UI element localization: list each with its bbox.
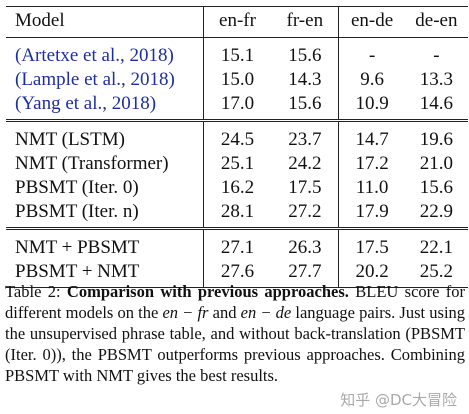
table-row: (Yang et al., 2018) 17.0 15.6 10.9 14.6: [6, 92, 468, 121]
model-name[interactable]: (Artetxe et al., 2018): [15, 45, 174, 66]
header-en-de: en-de: [338, 6, 405, 38]
score-cell: 25.1: [202, 152, 272, 176]
score-cell: 24.5: [202, 119, 272, 152]
model-name: PBSMT + NMT: [6, 260, 204, 288]
caption-label: Table 2:: [5, 282, 61, 301]
best-score-cell: 25.2: [404, 260, 468, 288]
model-name: NMT (LSTM): [6, 119, 204, 152]
score-cell: 27.2: [288, 201, 322, 222]
table-row: PBSMT + NMT 27.6 27.7 20.2 25.2: [6, 260, 468, 288]
score-cell: 24.2: [288, 153, 322, 174]
table-row: PBSMT (Iter. 0) 16.2 17.5 11.0 15.6: [6, 176, 468, 200]
table-header-row: Model en-fr fr-en en-de de-en: [6, 6, 468, 38]
header-en-fr: en-fr: [202, 6, 272, 38]
score-cell: 15.6: [419, 177, 453, 198]
table-row: NMT + PBSMT 27.1 26.3 17.5 22.1: [6, 227, 468, 260]
score-cell: 9.6: [338, 68, 405, 92]
header-fr-en: fr-en: [271, 6, 339, 38]
caption-lead: Comparison with previous approaches.: [66, 282, 349, 301]
score-cell: 15.0: [202, 68, 272, 92]
header-model: Model: [6, 6, 204, 38]
table-row: PBSMT (Iter. n) 28.1 27.2 17.9 22.9: [6, 200, 468, 229]
score-cell: 17.0: [202, 92, 272, 121]
model-name: NMT + PBSMT: [6, 227, 204, 260]
caption-math: en − fr: [162, 303, 209, 322]
score-cell: 17.5: [288, 177, 322, 198]
score-cell: 11.0: [338, 176, 405, 200]
caption-math: en − de: [240, 303, 292, 322]
score-cell: 14.7: [338, 119, 405, 152]
table-row: (Artetxe et al., 2018) 15.1 15.6 - -: [6, 37, 468, 68]
score-cell: 21.0: [419, 153, 453, 174]
best-score-cell: 27.7: [271, 260, 339, 288]
best-score-cell: 28.1: [202, 200, 272, 229]
caption-text: and: [212, 303, 237, 322]
score-cell: 17.9: [338, 200, 405, 229]
score-cell: 22.1: [404, 227, 468, 260]
score-cell: 17.5: [338, 227, 405, 260]
table-row: NMT (Transformer) 25.1 24.2 17.2 21.0: [6, 152, 468, 176]
table-row: (Lample et al., 2018) 15.0 14.3 9.6 13.3: [6, 68, 468, 92]
score-cell: 23.7: [271, 119, 339, 152]
model-name: PBSMT (Iter. n): [15, 201, 139, 222]
caption-text: language pairs. Just using the unsupervi…: [5, 303, 466, 385]
score-cell: 27.1: [202, 227, 272, 260]
score-cell: 15.6: [288, 45, 322, 66]
score-cell: 27.6: [202, 260, 272, 288]
score-cell: 26.3: [271, 227, 339, 260]
model-name: PBSMT (Iter. 0): [15, 177, 139, 198]
score-cell: 22.9: [419, 201, 453, 222]
table-row: NMT (LSTM) 24.5 23.7 14.7 19.6: [6, 119, 468, 152]
score-cell: -: [433, 45, 440, 66]
score-cell: 19.6: [404, 119, 468, 152]
model-name: NMT (Transformer): [15, 153, 169, 174]
score-cell: 10.9: [338, 92, 405, 121]
model-name[interactable]: (Yang et al., 2018): [15, 93, 157, 114]
score-cell: 17.2: [338, 152, 405, 176]
results-table: Model en-fr fr-en en-de de-en (Artetxe e…: [6, 6, 468, 288]
watermark: 知乎 @DC大冒险: [340, 391, 457, 409]
score-cell: 15.6: [288, 93, 322, 114]
caption-text: BLEU score for different models on the: [5, 282, 466, 322]
header-de-en: de-en: [404, 6, 468, 38]
score-cell: 14.3: [288, 69, 322, 90]
score-cell: -: [338, 37, 405, 68]
score-cell: 16.2: [202, 176, 272, 200]
table-caption: Table 2: Comparison with previous approa…: [5, 281, 465, 386]
model-name[interactable]: (Lample et al., 2018): [15, 69, 175, 90]
score-cell: 15.1: [202, 37, 272, 68]
best-score-cell: 20.2: [338, 260, 405, 288]
score-cell: 13.3: [419, 69, 453, 90]
score-cell: 14.6: [419, 93, 453, 114]
